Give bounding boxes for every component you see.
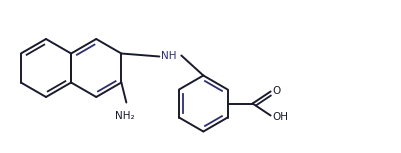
- Text: OH: OH: [273, 112, 289, 121]
- Text: NH: NH: [161, 50, 177, 60]
- Text: O: O: [273, 86, 281, 95]
- Text: NH₂: NH₂: [115, 110, 134, 121]
